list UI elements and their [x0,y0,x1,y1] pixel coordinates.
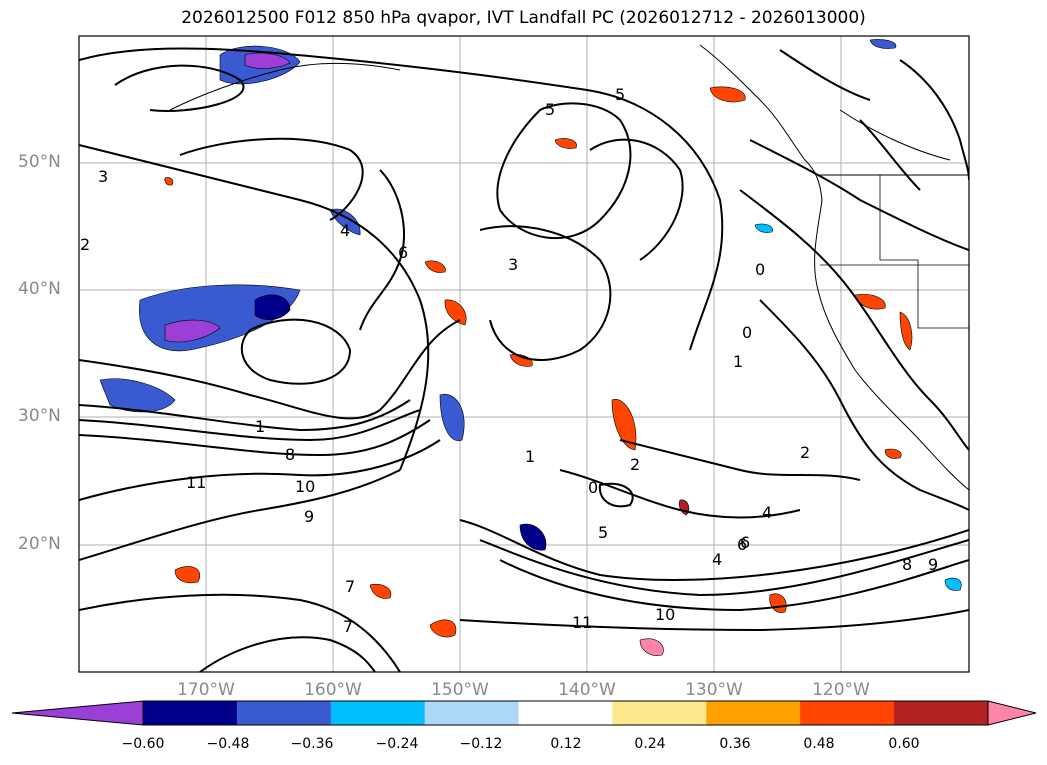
colorbar-tick-label: 0.12 [550,736,582,752]
lon-label: 130°W [685,680,743,700]
map-title: 2026012500 F012 850 hPa qvapor, IVT Land… [181,8,866,28]
coastlines [169,44,969,491]
negative-patch [439,393,465,442]
lon-label: 160°W [304,680,362,700]
contour-label: 1 [255,417,265,436]
contour-label: 5 [598,523,608,542]
colorbar-tick-label: 0.60 [888,736,920,752]
colorbar-bin [894,701,989,725]
colorbar-tick-label: 0.24 [634,736,666,752]
colorbar-bin [424,701,520,725]
positive-patch [424,260,446,273]
colorbar-tick-label: 0.36 [719,736,751,752]
lon-label: 140°W [558,680,616,700]
contour-label: 5 [615,85,625,104]
negative-patch [944,577,962,591]
positive-patch [174,566,200,584]
contour-label: 5 [545,100,555,119]
shaded-anomalies [99,39,962,656]
colorbar-tick-label: −0.36 [290,736,334,752]
colorbar-bin [518,701,613,725]
contour-label: 8 [902,555,912,574]
lat-label: 30°N [18,406,61,426]
plot-frame [78,35,970,673]
contour-label: 0 [755,260,765,279]
positive-patch [611,399,637,451]
negative-patch [99,378,176,413]
positive-patch [639,638,664,656]
map-plot: 3 2 1 0 5 4 6 10 11 9 8 7 3 2 1 0 5 4 6 … [78,35,970,673]
contour-label: 0 [742,323,752,342]
lon-label: 170°W [177,680,235,700]
contour-label: 2 [800,443,810,462]
contour-label: 1 [525,447,535,466]
positive-patch [554,138,577,149]
colorbar-tick-label: 0.48 [803,736,835,752]
lat-label: 20°N [18,534,61,554]
colorbar-bin [612,701,707,725]
colorbar-extend-low [12,701,143,725]
contour-label: 6 [398,243,408,262]
contour-label: 11 [186,473,206,492]
lat-label: 50°N [18,152,61,172]
colorbar-bin [800,701,895,725]
graticule [79,36,969,672]
contour-label: 7 [343,617,353,636]
positive-patch [709,86,746,103]
contour-label: 4 [340,221,350,240]
positive-patch [899,311,913,351]
contour-label: 10 [295,477,315,496]
colorbar [11,700,1037,726]
colorbar-extend-high [988,701,1036,725]
positive-patch [164,177,174,186]
contour-label: 9 [304,507,314,526]
colorbar-tick-label: −0.24 [375,736,419,752]
colorbar-tick-label: −0.60 [121,736,165,752]
contour-label: 3 [98,167,108,186]
colorbar-tick-label: −0.12 [459,736,503,752]
colorbar-bin [330,701,426,725]
contour-label: 0 [588,478,598,497]
positive-patch [429,619,457,638]
contour-lines [79,47,969,672]
negative-patch [869,39,897,49]
lat-label: 40°N [18,279,61,299]
contour-label: 6 [737,535,747,554]
lon-label: 150°W [431,680,489,700]
positive-patch [884,448,902,459]
negative-patch [519,523,547,551]
contour-label: 3 [508,255,518,274]
negative-patch [244,52,291,69]
contour-label: 2 [80,235,90,254]
colorbar-tick-label: −0.48 [206,736,250,752]
contour-labels: 3 2 1 0 5 4 6 10 11 9 8 7 3 2 1 0 5 4 6 … [80,85,938,636]
contour-label: 1 [733,352,743,371]
colorbar-bin [706,701,801,725]
lon-label: 120°W [812,680,870,700]
contour-label: 4 [712,550,722,569]
negative-patch [254,294,291,320]
contour-label: 4 [762,503,772,522]
contour-label: 8 [285,445,295,464]
negative-patch [754,223,773,233]
contour-label: 11 [572,613,592,632]
colorbar-bin [236,701,332,725]
colorbar-bin [143,701,238,725]
contour-label: 9 [928,555,938,574]
contour-label: 2 [630,455,640,474]
negative-patch [164,319,221,343]
positive-patch [369,583,392,599]
contour-label: 6 [740,533,750,552]
contour-label: 7 [345,577,355,596]
contour-label: 10 [655,605,675,624]
positive-patch [444,299,467,326]
